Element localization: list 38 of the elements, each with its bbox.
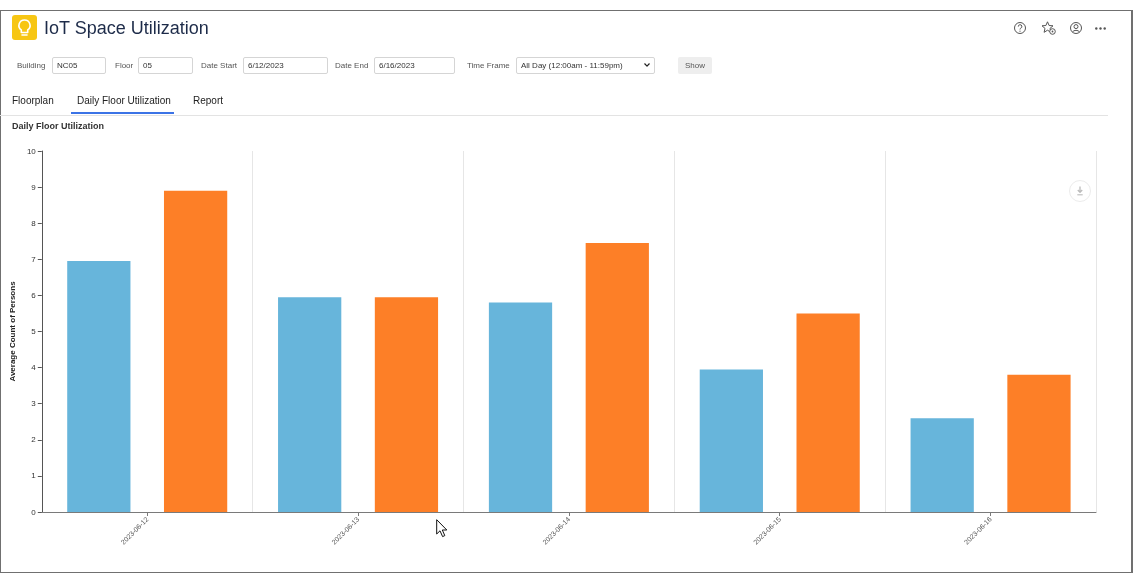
y-tick-label: 1 <box>31 471 37 481</box>
text: Floorplan <box>12 94 54 108</box>
bar <box>1007 374 1071 512</box>
y-tick-label: 10 <box>26 146 37 156</box>
y-tick-label: 8 <box>31 218 37 228</box>
text: Date Start <box>201 60 238 72</box>
text-field: NC05 <box>52 57 106 74</box>
text: Building <box>17 60 46 72</box>
y-tick-label: 6 <box>31 290 37 300</box>
bar <box>67 261 131 512</box>
y-axis-title: Average Count of Persons <box>7 280 17 382</box>
y-tick-label: 7 <box>31 254 37 264</box>
y-tick-label: 3 <box>31 399 37 409</box>
dropdown: All Day (12:00am - 11:59pm) <box>516 57 655 74</box>
text: Floor <box>115 60 134 72</box>
bar <box>488 302 553 512</box>
bar <box>699 369 763 512</box>
text-field: 6/12/2023 <box>243 57 328 74</box>
y-tick-label: 5 <box>31 327 37 336</box>
bar <box>910 418 974 512</box>
bar <box>374 297 439 512</box>
y-tick-label: 4 <box>31 363 37 373</box>
bar <box>585 243 649 512</box>
text-field: 6/16/2023 <box>374 57 455 74</box>
y-tick-label: 0 <box>31 507 37 517</box>
text-field: 05 <box>138 57 193 74</box>
button: Show <box>678 57 712 74</box>
bar <box>163 190 228 512</box>
text: Time Frame <box>467 60 510 72</box>
text: Daily Floor Utilization <box>77 94 171 108</box>
chart-subtitle: Daily Floor Utilization <box>12 121 105 131</box>
bar <box>796 313 860 512</box>
bar <box>278 297 342 512</box>
y-tick-label: 2 <box>31 435 37 445</box>
text: Date End <box>335 60 369 72</box>
chart-title: IoT Space Utilization <box>44 17 209 39</box>
y-tick-label: 9 <box>31 182 37 192</box>
text: Report <box>193 94 224 108</box>
